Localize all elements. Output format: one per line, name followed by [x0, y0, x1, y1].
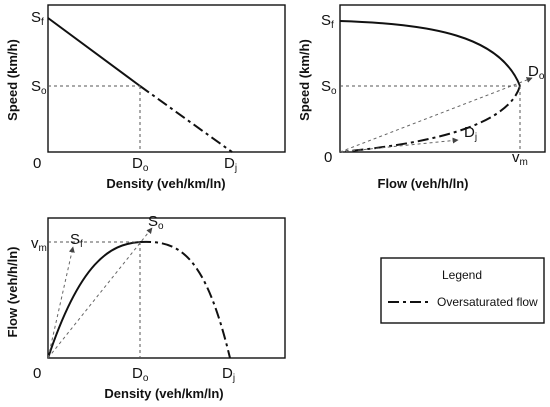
dj-ray-arrow [339, 137, 459, 153]
dj-curve-label: Dj [464, 124, 477, 143]
legend-frame [380, 257, 545, 324]
y-axis-title: Speed (km/h) [5, 39, 20, 121]
dj-tick-label: Dj [222, 365, 235, 384]
x-axis-title: Flow (veh/h/ln) [378, 176, 469, 191]
do-curve-label: Do [528, 63, 545, 82]
do-tick-label: Do [132, 365, 149, 384]
x-axis-title: Density (veh/km/ln) [104, 386, 223, 401]
flow-density-oversaturated-curve [139, 240, 231, 359]
speed-density-oversaturated-line [139, 85, 233, 153]
y-axis-title: Flow (veh/h/ln) [5, 247, 20, 338]
origin-label: 0 [33, 365, 41, 382]
speed-flow-oversaturated-curve [339, 85, 521, 153]
panel-speed-density: Sf So 0 Do Dj Density (veh/km/ln) Speed … [5, 4, 286, 191]
panel-flow-density: vm 0 Do Dj Sf So Density (veh/km/ln) Flo… [5, 213, 286, 401]
sf-tick-label: Sf [31, 9, 44, 28]
speed-flow-undersaturated-curve [339, 20, 521, 87]
speed-density-undersaturated-line [47, 17, 141, 87]
y-axis-title: Speed (km/h) [297, 39, 312, 121]
flow-density-undersaturated-curve [47, 241, 141, 359]
so-ray-arrow [47, 227, 153, 359]
origin-label: 0 [33, 155, 41, 172]
sf-curve-label: Sf [70, 231, 83, 250]
legend-title: Legend [442, 268, 482, 282]
sf-ray-arrow [47, 246, 75, 359]
do-tick-label: Do [132, 155, 149, 174]
panel-speed-flow: Sf So 0 vm Do Dj Flow (veh/h/ln) Speed (… [297, 4, 546, 191]
dj-tick-label: Dj [224, 155, 237, 174]
x-axis-title: Density (veh/km/ln) [106, 176, 225, 191]
vm-tick-label: vm [512, 149, 528, 168]
so-tick-label: So [31, 78, 47, 97]
legend-entry-label: Oversaturated flow [437, 295, 538, 309]
panel-a-frame [47, 4, 286, 153]
vm-tick-label: vm [31, 235, 47, 254]
panel-c-frame [47, 217, 286, 359]
origin-label: 0 [324, 149, 332, 166]
sf-tick-label: Sf [321, 12, 334, 31]
panel-b-frame [339, 4, 546, 153]
do-ray-arrow [339, 77, 533, 153]
legend-box: Legend Oversaturated flow [380, 257, 545, 324]
so-tick-label: So [321, 78, 337, 97]
so-curve-label: So [148, 213, 164, 232]
